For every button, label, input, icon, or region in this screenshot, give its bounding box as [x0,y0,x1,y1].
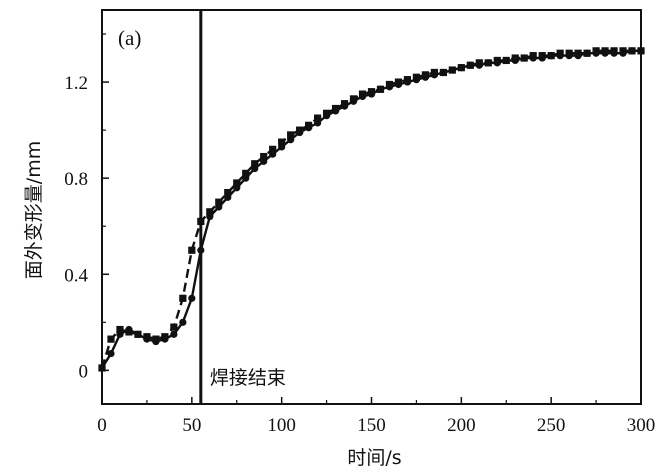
data-point-square [547,52,555,60]
data-point-square [475,59,483,67]
data-point-square [314,114,322,122]
data-point-square [242,169,250,177]
data-point-square [556,49,564,57]
data-point-square [574,49,582,57]
data-point-square [466,61,474,69]
data-point-circle [188,294,196,302]
data-point-square [287,131,295,139]
data-point-square [358,90,367,98]
data-point-square [251,160,259,168]
y-tick-label: 0.4 [64,265,88,286]
y-tick-label: 0 [79,361,89,382]
x-axis-ticks: 0 50 100 150 200 250 300 [97,397,655,436]
data-point-square [619,47,627,55]
x-tick-label: 150 [357,415,386,436]
data-point-square [610,47,618,55]
data-point-square [107,335,115,343]
data-point-square [134,330,142,338]
data-point-square [224,188,232,197]
x-tick-label: 250 [537,415,566,436]
data-point-square [331,104,340,113]
data-point-square [430,68,438,77]
data-point-square [511,54,519,62]
welding-end-annotation: 焊接结束 [210,367,286,389]
x-tick-label: 50 [182,415,201,436]
data-point-square [233,179,241,187]
data-point-square [152,335,160,343]
data-point-square [349,95,358,103]
x-tick-label: 100 [267,415,296,436]
x-axis-title: 时间/s [347,447,401,469]
data-point-square [278,138,286,146]
data-point-square [206,208,214,216]
data-point-square [260,152,268,161]
data-point-square [529,52,537,60]
data-point-square [340,100,349,108]
data-point-square [538,52,546,60]
data-point-square [502,56,510,65]
series-solid [98,47,645,372]
data-point-square [457,64,465,72]
data-point-square [179,294,187,302]
data-point-square [269,145,277,153]
y-tick-label: 1.2 [64,73,88,94]
y-tick-label: 0.8 [64,169,88,190]
plot-frame [101,9,642,405]
data-point-square [493,56,501,65]
data-point-square [385,80,394,89]
data-point-square [565,49,573,57]
data-point-square [215,198,223,206]
y-axis-ticks: 0 0.4 0.8 1.2 [64,33,109,382]
data-point-square [601,47,609,55]
data-point-square [394,78,403,86]
data-point-circle [170,330,178,338]
data-point-square [403,76,412,84]
data-point-square [125,328,133,336]
data-point-circle [179,318,187,326]
data-point-circle [107,349,115,358]
x-tick-label: 0 [97,415,107,436]
data-point-square [439,68,447,77]
data-point-square [376,85,385,93]
data-point-square [322,109,331,117]
x-tick-label: 300 [627,415,656,436]
data-point-square [583,49,591,57]
x-tick-label: 200 [447,415,476,436]
data-point-square [448,66,456,74]
y-axis-title: 面外变形量/mm [23,141,45,279]
data-point-square [412,73,421,81]
data-point-square [305,121,313,129]
data-point-square [296,126,304,134]
data-point-square [161,333,169,341]
data-point-square [367,88,376,96]
data-point-square [592,47,600,55]
data-point-square [188,246,196,254]
data-point-square [484,59,492,67]
data-point-square [520,54,528,62]
data-point-square [116,325,124,334]
data-point-square [143,333,151,341]
data-point-square [628,47,636,55]
plot-content [98,47,645,372]
data-point-square [170,323,178,331]
data-point-square [421,71,429,79]
panel-label: (a) [118,26,141,50]
